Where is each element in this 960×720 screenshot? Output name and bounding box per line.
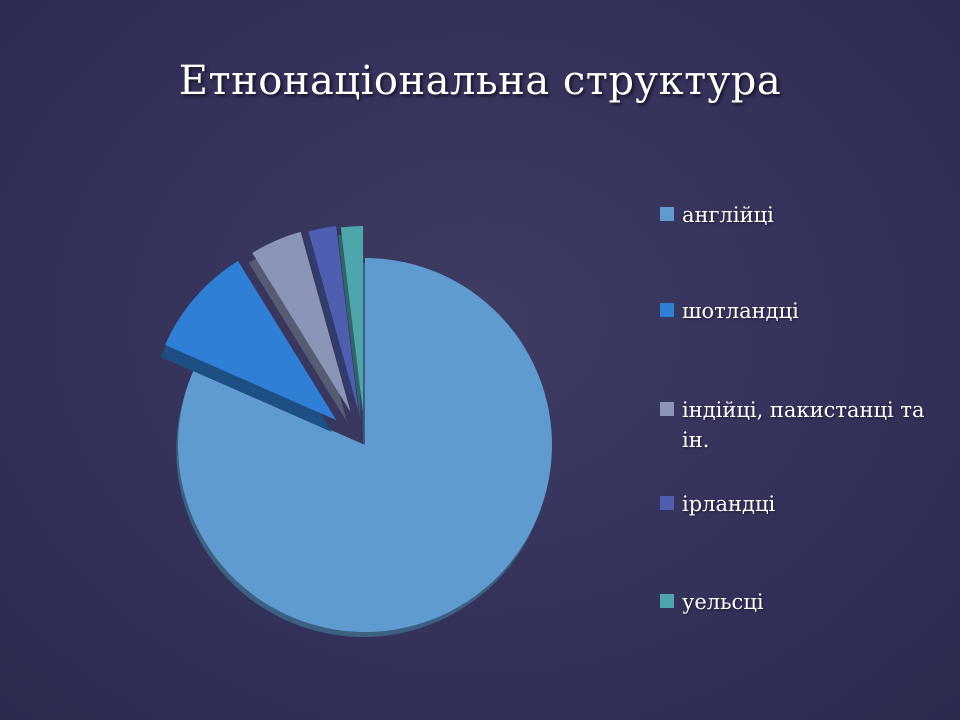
pie-slice-indians-pakistanis: [248, 231, 351, 423]
legend-label-irish: ірландці: [682, 492, 776, 516]
legend-swatch-scots: [660, 303, 674, 317]
pie-slice-welsh: [338, 226, 364, 422]
pie-slice-scots: [160, 260, 337, 433]
legend-item-indians-pakistanis: індійці, пакистанці та ін.: [660, 395, 942, 455]
pie-slice-top-scots: [165, 260, 337, 421]
pie-slice-english: [176, 258, 552, 637]
pie-slice-side-irish: [305, 234, 356, 421]
legend-item-welsh: уельсці: [660, 587, 942, 617]
pie-slice-top-english: [177, 258, 552, 632]
legend-label-indians-pakistanis: індійці, пакистанці та ін.: [682, 398, 925, 452]
pie-slice-top-welsh: [340, 226, 364, 414]
pie-slice-irish: [305, 225, 359, 421]
legend-label-english: англійці: [682, 203, 774, 227]
legend-swatch-english: [660, 207, 674, 221]
pie-slice-top-irish: [308, 225, 359, 412]
slide-title: Етнонаціональна структура: [178, 58, 782, 104]
legend-label-scots: шотландці: [682, 299, 799, 323]
legend-swatch-indians-pakistanis: [660, 402, 674, 416]
pie-slice-top-indians-pakistanis: [252, 231, 351, 413]
legend-item-english: англійці: [660, 200, 942, 230]
legend-item-irish: ірландці: [660, 489, 942, 519]
legend-swatch-irish: [660, 496, 674, 510]
legend-swatch-welsh: [660, 594, 674, 608]
legend-label-welsh: уельсці: [682, 590, 764, 614]
legend-item-scots: шотландці: [660, 296, 942, 326]
